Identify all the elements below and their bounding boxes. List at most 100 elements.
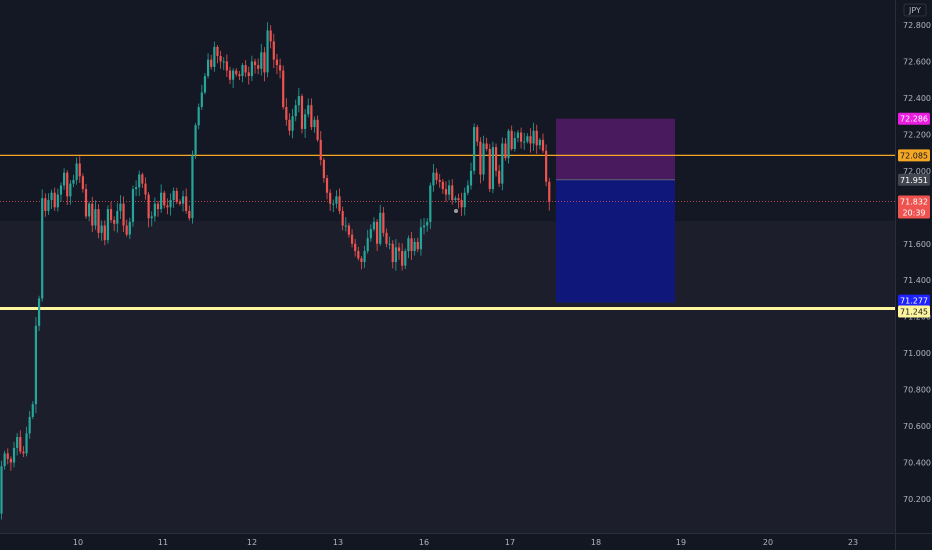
svg-text:71.951: 71.951 [900, 176, 928, 185]
resistance-price-tag: 72.085 [898, 149, 930, 162]
candle-body [128, 221, 131, 235]
candle-body [150, 216, 153, 219]
candle-body [59, 185, 63, 195]
price-tick-label: 70.200 [903, 495, 931, 504]
candle-body [494, 147, 498, 171]
candle-body [466, 185, 469, 193]
candle-body [22, 451, 25, 454]
candle-body [294, 105, 297, 117]
candle-body [257, 65, 260, 69]
candle-body [172, 190, 175, 201]
candle-body [238, 74, 241, 77]
candle-body [545, 150, 548, 182]
price-tick-label: 72.000 [903, 167, 931, 176]
candle-body [360, 258, 363, 262]
candle-body [166, 205, 169, 208]
time-axis-background[interactable] [0, 533, 932, 550]
candle-body [541, 139, 545, 151]
candle-body [160, 192, 163, 210]
candle-body [138, 174, 141, 188]
candle-body [369, 229, 372, 239]
candle-body [297, 96, 300, 106]
candle-body [513, 138, 516, 149]
candle-body [473, 127, 476, 171]
time-tick-label: 19 [676, 538, 686, 547]
candle-body [538, 139, 541, 146]
stop-price-tag: 72.286 [898, 112, 930, 125]
candle-body [147, 194, 150, 219]
candle-body [329, 192, 332, 204]
candle-body [53, 192, 56, 208]
candle-body [213, 46, 216, 67]
candle-body [463, 192, 466, 208]
candle-body [363, 251, 366, 262]
candle-body [9, 458, 12, 463]
candle-body [275, 59, 279, 66]
price-tick-label: 72.600 [903, 58, 931, 67]
candle-body [50, 192, 53, 201]
candle-body [354, 243, 357, 252]
candle-body [407, 238, 410, 252]
time-tick-label: 20 [763, 538, 773, 547]
candle-body [175, 190, 178, 202]
candle-body [113, 220, 116, 224]
candle-body [526, 136, 529, 142]
candle-body [81, 176, 84, 190]
candle-body [116, 210, 119, 224]
candle-body [69, 183, 72, 197]
take-profit-zone[interactable] [556, 179, 675, 303]
candle-body [416, 241, 419, 250]
candle-body [3, 453, 6, 467]
candle-body [72, 179, 75, 184]
candle-body [78, 163, 81, 177]
time-tick-label: 11 [158, 538, 168, 547]
time-tick-label: 18 [591, 538, 601, 547]
candle-body [476, 127, 479, 142]
candle-body [216, 46, 219, 56]
candle-body [109, 209, 113, 221]
candle-body [222, 61, 225, 63]
price-tick-label: 72.400 [903, 94, 931, 103]
candle-body [548, 181, 551, 202]
candle-body [106, 209, 110, 241]
candle-body [385, 232, 388, 244]
candle-body [401, 251, 404, 266]
candle-body [260, 52, 263, 69]
candle-body [413, 241, 416, 252]
candle-body [56, 194, 59, 208]
candle-body [97, 209, 100, 233]
price-tick-label: 72.200 [903, 130, 931, 139]
dividend-marker-icon[interactable] [454, 209, 458, 213]
candle-body [100, 225, 103, 233]
candle-body [66, 172, 69, 197]
candle-body [119, 203, 122, 211]
candle-body [304, 114, 307, 129]
candle-body [144, 183, 147, 195]
candle-body [188, 210, 191, 219]
candle-body [419, 227, 423, 250]
price-tick-label: 72.800 [903, 21, 931, 30]
price-axis-background[interactable] [896, 0, 932, 533]
candle-body [394, 247, 397, 262]
candle-body [191, 154, 194, 219]
candle-body [444, 189, 448, 195]
candle-body [426, 221, 429, 226]
candle-body [194, 125, 197, 155]
svg-text:71.245: 71.245 [900, 307, 928, 316]
candle-body [206, 59, 210, 77]
candle-body [410, 238, 413, 252]
price-tick-label: 71.000 [903, 349, 931, 358]
candle-body [372, 221, 376, 230]
candle-body [379, 212, 382, 244]
price-tick-label: 71.400 [903, 276, 931, 285]
candle-body [479, 141, 482, 175]
candle-body [422, 225, 426, 228]
candle-body [253, 61, 257, 66]
candle-body [454, 198, 457, 201]
candle-body [269, 30, 272, 42]
candle-body [523, 141, 526, 143]
stop-loss-zone[interactable] [556, 118, 675, 180]
candle-body [278, 65, 282, 71]
